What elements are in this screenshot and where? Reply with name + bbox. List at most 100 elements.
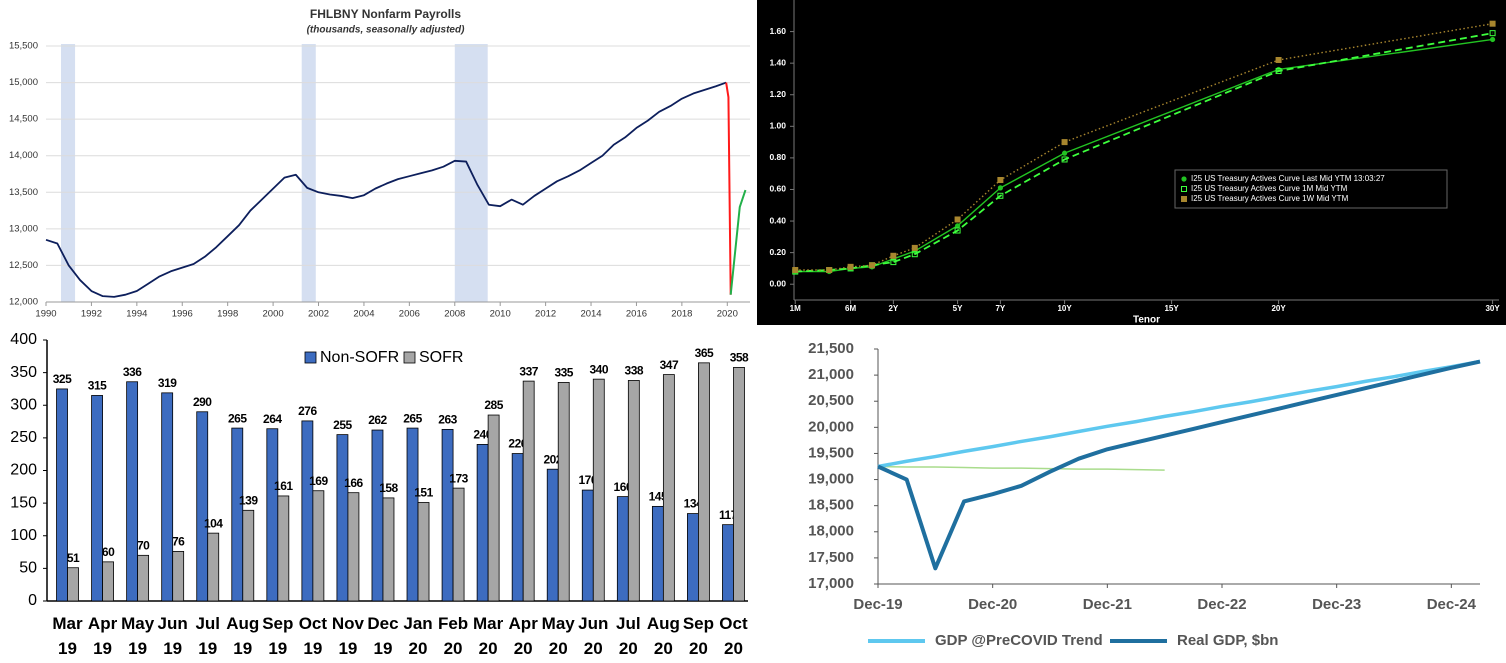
recession-band: [301, 44, 316, 302]
y-tick-label: 1.60: [769, 26, 786, 36]
series-line: [877, 359, 1481, 469]
data-label: 265: [228, 411, 247, 425]
bar: [616, 496, 629, 602]
bar: [651, 505, 664, 602]
x-tick-label: Aug 19: [226, 614, 260, 658]
y-tick-label: 0.40: [769, 215, 786, 225]
x-tick-label: 7Y: [995, 304, 1005, 313]
x-tick-label: 2016: [626, 309, 647, 320]
x-axis-title: Tenor: [1133, 315, 1160, 325]
series-line: [795, 32, 1493, 273]
bar: [417, 502, 430, 602]
point: [1275, 68, 1282, 75]
bar: [196, 411, 209, 602]
point: [1181, 176, 1187, 182]
point: [868, 262, 875, 269]
bar: [733, 367, 745, 602]
x-tick-label: 2002: [308, 309, 329, 320]
y-tick-label: 17,500: [808, 549, 854, 566]
x-tick-label: 2014: [580, 309, 601, 320]
y-tick-label: 400: [10, 331, 37, 348]
bar: [266, 428, 279, 602]
y-tick-label: 15,000: [9, 77, 38, 88]
point: [1181, 196, 1187, 202]
x-tick-label: 2004: [353, 309, 374, 320]
point: [792, 267, 799, 273]
x-tick-label: Jun 19: [157, 614, 188, 658]
data-label: 358: [730, 351, 749, 365]
y-tick-label: 300: [10, 396, 37, 413]
bar: [231, 427, 244, 602]
x-tick-label: 2010: [490, 309, 511, 320]
x-tick-label: 2008: [444, 309, 465, 320]
data-label: 276: [298, 404, 317, 418]
data-label: 139: [239, 493, 258, 507]
legend-label: GDP @PreCOVID Trend: [935, 632, 1103, 649]
data-label: 265: [403, 411, 422, 425]
bar: [546, 468, 559, 602]
data-label: 166: [344, 476, 363, 490]
y-tick-label: 14,500: [9, 114, 38, 125]
x-tick-label: 30Y: [1485, 304, 1500, 313]
x-tick-label: 5Y: [953, 304, 963, 313]
bar: [347, 492, 360, 602]
x-tick-label: May 19: [121, 614, 155, 658]
x-tick-label: Oct 19: [298, 614, 328, 658]
legend-label: Real GDP, $bn: [1177, 632, 1278, 649]
bar: [581, 489, 594, 602]
bar: [557, 382, 570, 602]
bar: [627, 380, 640, 602]
point: [1489, 20, 1496, 27]
y-tick-label: 21,000: [808, 366, 854, 383]
series-line: [729, 189, 747, 295]
x-tick-label: Oct 20: [719, 614, 748, 658]
bar: [161, 392, 174, 602]
data-label: 335: [554, 366, 573, 380]
x-tick-label: 15Y: [1164, 304, 1179, 313]
point: [911, 244, 918, 251]
y-tick-label: 19,000: [808, 471, 854, 488]
x-tick-label: 2Y: [888, 304, 898, 313]
y-tick-label: 0.00: [769, 278, 786, 288]
chart-panel: 0.00 0.20 0.40 0.60 0.80 1.00 1.20 1.40 1.60 1M 6M…: [757, 0, 1506, 325]
y-tick-label: 1.20: [769, 89, 786, 99]
data-label: 319: [158, 376, 177, 390]
x-tick-label: 1994: [126, 309, 147, 320]
bar: [687, 513, 699, 602]
bar: [126, 381, 139, 602]
y-tick-label: 13,500: [9, 187, 38, 198]
x-tick-label: 1992: [81, 309, 102, 320]
chart-panel: 0 50 100 150 200 250 300 350 400 325 51 315 60 336 70 3…: [0, 325, 755, 663]
x-tick-label: Aug 20: [646, 614, 680, 658]
x-tick-label: Jul 20: [616, 614, 641, 658]
bar: [207, 532, 220, 602]
legend-label: Non-SOFR: [320, 349, 399, 366]
y-tick-label: 1.40: [769, 57, 786, 67]
x-tick-label: Mar 20: [473, 614, 504, 658]
point: [1061, 150, 1068, 156]
data-label: 290: [193, 395, 212, 409]
x-tick-label: Feb 20: [437, 614, 469, 658]
data-label: 169: [309, 474, 328, 488]
y-tick-label: 0: [28, 592, 37, 609]
x-tick-label: Mar 19: [52, 614, 83, 658]
point: [997, 177, 1004, 183]
data-label: 264: [263, 412, 282, 426]
x-tick-label: Dec-23: [1312, 596, 1361, 613]
series-line: [877, 359, 1481, 571]
point: [1061, 139, 1068, 146]
bar: [91, 395, 103, 602]
data-label: 76: [172, 535, 185, 549]
data-label: 255: [333, 418, 352, 432]
data-label: 161: [274, 479, 293, 493]
data-label: 347: [660, 358, 679, 372]
recession-band: [60, 44, 76, 302]
point: [1489, 36, 1496, 43]
data-label: 104: [204, 516, 223, 530]
bar: [371, 429, 384, 602]
y-tick-label: 14,000: [9, 150, 38, 161]
x-tick-label: 1M: [790, 304, 801, 313]
y-tick-label: 1.00: [769, 121, 786, 131]
bar: [137, 554, 150, 602]
